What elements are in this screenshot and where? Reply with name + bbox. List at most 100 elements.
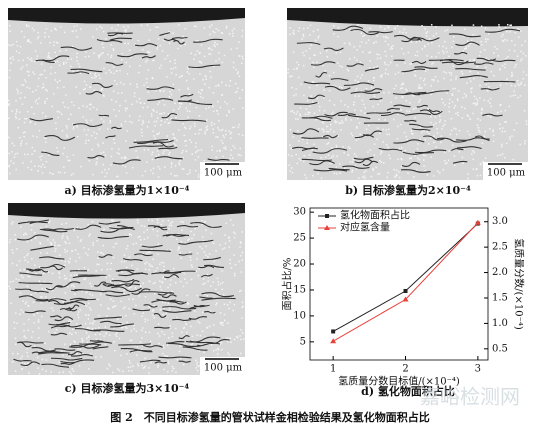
grain: [332, 111, 334, 114]
hydride: [178, 253, 193, 256]
grain: [385, 68, 387, 71]
grain: [77, 311, 80, 313]
grain: [88, 335, 90, 337]
grain: [332, 71, 335, 74]
grain: [384, 119, 386, 121]
grain: [109, 119, 112, 122]
grain: [133, 282, 135, 285]
grain: [182, 149, 184, 152]
grain: [443, 151, 446, 153]
grain: [62, 101, 64, 104]
grain: [356, 81, 359, 84]
hydride: [29, 118, 54, 122]
grain: [121, 52, 123, 55]
grain: [73, 229, 76, 232]
grain: [113, 108, 115, 111]
grain: [112, 246, 115, 248]
grain: [199, 334, 202, 337]
grain: [228, 338, 230, 340]
grain: [179, 345, 181, 347]
grain: [71, 368, 74, 370]
grain: [97, 143, 99, 146]
grain: [200, 149, 203, 151]
hydride: [35, 298, 67, 302]
grain: [75, 86, 78, 88]
grain: [446, 92, 448, 94]
grain: [190, 264, 193, 266]
grain: [178, 234, 180, 237]
grain: [172, 133, 174, 135]
grain: [65, 94, 67, 96]
grain: [117, 175, 119, 178]
grain: [88, 139, 90, 142]
hydride: [428, 108, 440, 113]
grain: [392, 45, 395, 47]
grain: [8, 152, 10, 155]
grain: [299, 113, 301, 116]
grain: [188, 128, 191, 130]
grain: [171, 332, 174, 334]
grain: [291, 171, 294, 174]
grain: [436, 111, 438, 114]
grain: [418, 101, 420, 103]
grain: [296, 111, 299, 113]
grain: [230, 267, 233, 269]
grain: [137, 365, 140, 367]
grain: [112, 300, 115, 302]
hydride: [158, 356, 192, 359]
grain: [524, 140, 526, 142]
grain: [182, 157, 184, 159]
grain: [184, 140, 186, 142]
grain: [350, 119, 352, 121]
hydride: [381, 112, 406, 117]
hydride: [404, 119, 417, 122]
grain: [299, 114, 301, 117]
grain: [17, 90, 19, 92]
grain: [24, 117, 26, 120]
grain: [19, 292, 22, 294]
grain: [161, 281, 164, 283]
grain: [57, 244, 59, 247]
x-tick-label: 1: [330, 364, 336, 375]
grain: [222, 281, 224, 284]
grain: [11, 249, 13, 251]
grain: [203, 251, 206, 253]
grain: [387, 128, 390, 130]
grain: [300, 135, 303, 137]
grain: [519, 143, 521, 146]
grain: [75, 260, 77, 262]
grain: [50, 72, 52, 75]
grain: [143, 149, 146, 151]
hydride: [26, 268, 42, 272]
grain: [88, 55, 90, 58]
grain: [469, 59, 471, 61]
hydride: [97, 235, 129, 239]
grain: [408, 110, 411, 113]
grain: [143, 225, 146, 228]
grain: [124, 109, 127, 112]
grain: [102, 40, 104, 43]
grain: [65, 242, 67, 245]
grain: [502, 33, 504, 36]
grain: [33, 165, 36, 168]
grain: [34, 118, 37, 121]
grain: [163, 347, 165, 349]
grain: [67, 118, 70, 120]
grain: [151, 265, 154, 268]
grain: [289, 170, 291, 172]
grain: [40, 283, 42, 285]
grain: [87, 318, 90, 320]
hydride: [141, 244, 163, 248]
grain: [8, 76, 11, 79]
hydride: [20, 361, 41, 367]
grain: [458, 151, 460, 153]
grain: [215, 156, 218, 159]
grain: [207, 276, 210, 279]
grain: [58, 276, 61, 279]
grain: [201, 247, 203, 250]
grain: [144, 359, 147, 362]
grain: [168, 96, 171, 98]
grain: [66, 156, 69, 158]
grain: [156, 230, 159, 233]
grain: [369, 149, 371, 151]
